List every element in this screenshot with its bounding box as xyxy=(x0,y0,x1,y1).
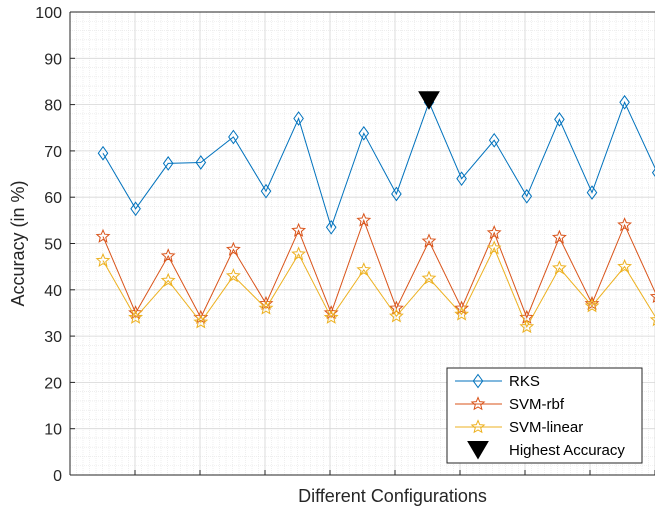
y-tick-label: 50 xyxy=(44,237,62,254)
star-marker xyxy=(486,240,502,255)
star-marker xyxy=(291,222,307,237)
series-line xyxy=(102,246,655,328)
diamond-marker xyxy=(586,185,598,200)
star-marker xyxy=(470,396,486,411)
star-marker xyxy=(454,306,470,321)
legend-label: RKS xyxy=(509,373,540,390)
star-marker xyxy=(551,229,567,244)
series-line xyxy=(102,100,655,229)
y-tick-label: 10 xyxy=(44,422,62,439)
star-marker xyxy=(470,419,486,434)
series-highest-accuracy xyxy=(418,91,440,110)
diamond-marker xyxy=(391,186,402,202)
diamond-marker xyxy=(228,129,239,145)
star-marker xyxy=(225,241,241,256)
star-marker xyxy=(519,319,535,334)
diamond-marker xyxy=(554,112,565,127)
y-tick-label: 40 xyxy=(44,283,62,300)
star-marker xyxy=(128,305,144,320)
diamond-marker xyxy=(521,188,533,204)
legend-label: SVM-linear xyxy=(509,419,583,436)
star-marker xyxy=(258,300,274,315)
star-marker xyxy=(421,270,437,285)
y-axis-label: Accuracy (in %) xyxy=(8,180,28,306)
series-line xyxy=(102,218,655,319)
star-marker xyxy=(421,233,437,248)
star-marker xyxy=(551,260,567,275)
y-tick-label: 30 xyxy=(44,329,62,346)
legend-item: SVM-rbf xyxy=(455,396,565,413)
star-marker xyxy=(193,314,209,329)
star-marker xyxy=(160,248,176,263)
diamond-marker xyxy=(162,156,174,171)
star-marker xyxy=(258,295,274,311)
triangle-down-marker xyxy=(418,91,440,110)
legend-item: RKS xyxy=(455,373,540,390)
star-marker xyxy=(486,225,502,240)
diamond-marker xyxy=(97,145,109,161)
diamond-marker xyxy=(488,132,500,148)
y-tick-label: 90 xyxy=(44,51,62,68)
star-marker xyxy=(388,308,404,323)
y-tick-label: 80 xyxy=(44,98,62,115)
legend-label: Highest Accuracy xyxy=(509,442,625,459)
star-marker xyxy=(95,228,111,243)
series-layer xyxy=(95,91,655,334)
legend-item: Highest Accuracy xyxy=(467,441,625,460)
star-marker xyxy=(649,293,655,304)
y-tick-label: 60 xyxy=(44,190,62,207)
diamond-marker xyxy=(130,201,141,217)
star-marker xyxy=(617,258,633,273)
star-marker xyxy=(649,317,655,327)
star-marker xyxy=(225,268,241,283)
y-tick-label: 70 xyxy=(44,144,62,161)
diamond-marker xyxy=(325,219,337,235)
star-marker xyxy=(388,300,404,315)
legend-item: SVM-linear xyxy=(455,419,583,436)
legend: RKS SVM-rbf SVM-linear Highest Accuracy xyxy=(446,367,643,464)
diamond-marker xyxy=(195,155,207,170)
legend-label: SVM-rbf xyxy=(509,396,565,413)
star-marker xyxy=(584,298,600,313)
y-tick-label: 100 xyxy=(35,5,62,22)
diamond-marker xyxy=(293,111,304,126)
y-tick-labels: 0 10 20 30 40 50 60 70 80 90 100 xyxy=(35,5,62,485)
x-axis-label: Different Configurations xyxy=(298,486,487,506)
star-marker xyxy=(95,252,111,267)
star-marker xyxy=(323,309,339,324)
star-marker xyxy=(291,246,307,261)
y-tick-label: 0 xyxy=(53,468,62,485)
star-marker xyxy=(356,212,372,227)
star-marker xyxy=(454,300,470,315)
diamond-marker xyxy=(260,183,272,199)
diamond-marker xyxy=(619,94,630,110)
star-marker xyxy=(356,262,372,277)
star-marker xyxy=(128,309,144,324)
diamond-marker xyxy=(358,125,370,141)
diamond-marker xyxy=(472,373,484,389)
axes xyxy=(69,11,655,476)
y-tick-label: 20 xyxy=(44,375,62,392)
series-svm-linear xyxy=(95,240,655,334)
star-marker xyxy=(617,217,633,232)
diamond-marker xyxy=(651,168,655,177)
star-marker xyxy=(160,272,176,287)
triangle-down-marker xyxy=(467,441,489,460)
diamond-marker xyxy=(456,171,467,187)
